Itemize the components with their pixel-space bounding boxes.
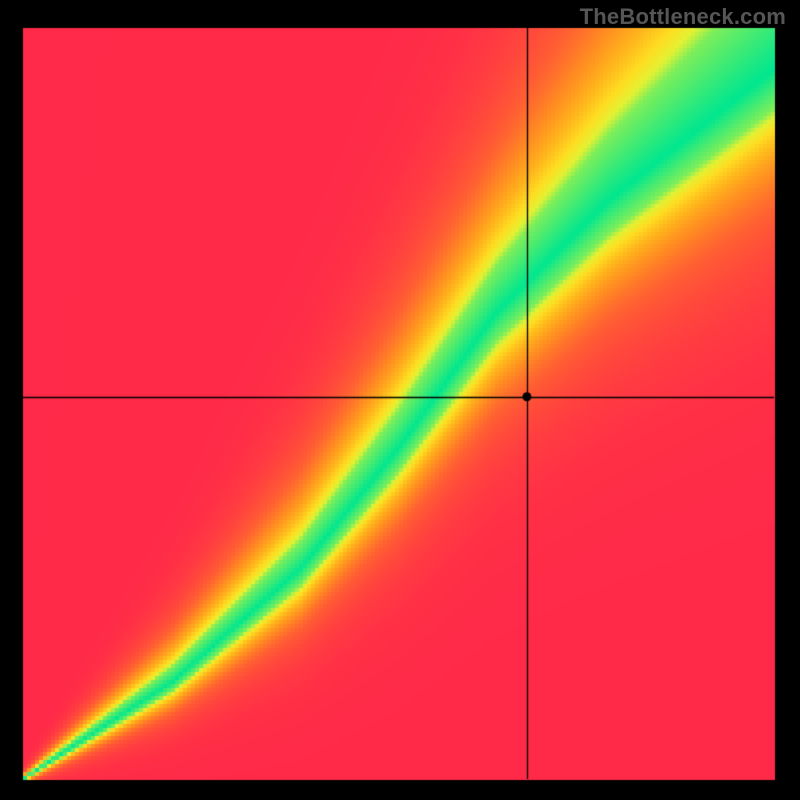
bottleneck-heatmap (0, 0, 800, 800)
chart-container: TheBottleneck.com (0, 0, 800, 800)
watermark-label: TheBottleneck.com (580, 4, 786, 30)
